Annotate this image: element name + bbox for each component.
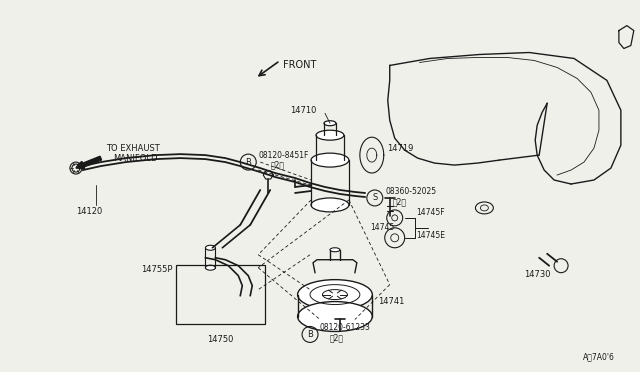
Ellipse shape [298, 280, 372, 310]
Text: （2）: （2） [270, 161, 284, 170]
Ellipse shape [298, 302, 372, 331]
Ellipse shape [330, 248, 340, 252]
Text: 14741: 14741 [378, 297, 404, 306]
Text: 08360-52025: 08360-52025 [386, 187, 437, 196]
Text: B: B [245, 158, 252, 167]
Text: 14719: 14719 [387, 144, 413, 153]
Text: 14745E: 14745E [417, 231, 445, 240]
Ellipse shape [205, 245, 216, 250]
Text: 14745F: 14745F [417, 208, 445, 217]
Ellipse shape [324, 121, 336, 126]
Ellipse shape [205, 265, 216, 270]
Text: B: B [307, 330, 313, 339]
Text: （2）: （2） [393, 198, 407, 206]
Bar [175, 265, 265, 324]
Text: 14750: 14750 [207, 335, 234, 344]
Text: 14120: 14120 [76, 208, 102, 217]
Text: （2）: （2） [330, 333, 344, 342]
Ellipse shape [311, 198, 349, 212]
Text: FRONT: FRONT [283, 61, 317, 70]
FancyArrow shape [76, 156, 102, 169]
Text: 14730: 14730 [524, 270, 550, 279]
Text: 14710: 14710 [290, 106, 317, 115]
Text: 08120-8451F: 08120-8451F [258, 151, 308, 160]
Ellipse shape [311, 153, 349, 167]
Ellipse shape [316, 130, 344, 140]
Text: S: S [372, 193, 378, 202]
Text: 08120-61233: 08120-61233 [320, 323, 371, 332]
Text: 14755P: 14755P [141, 265, 173, 274]
Text: MANIFOLD: MANIFOLD [113, 154, 157, 163]
Text: 14745: 14745 [371, 223, 395, 232]
Text: A・7A0'6: A・7A0'6 [583, 353, 615, 362]
Text: TO EXHAUST: TO EXHAUST [106, 144, 159, 153]
